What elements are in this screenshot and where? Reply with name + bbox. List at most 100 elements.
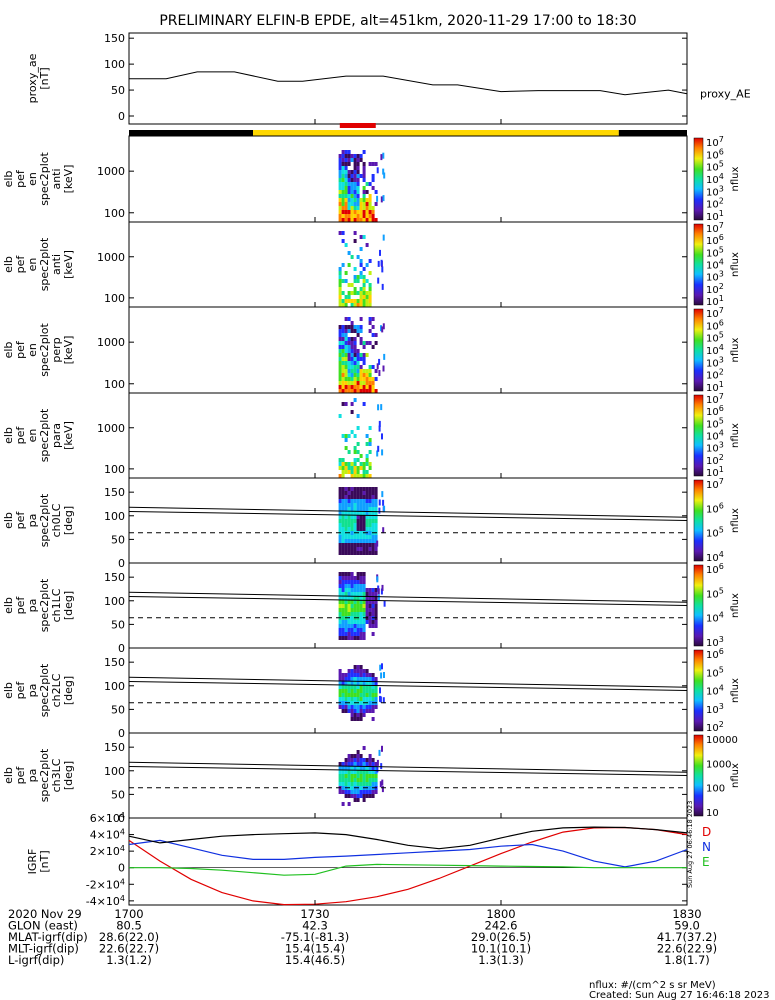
spectrogram-cell [341, 491, 345, 495]
spectrogram-cell [344, 523, 348, 527]
spectrogram-cell [365, 705, 369, 709]
spectrogram-cell [350, 543, 354, 547]
spectrogram-cell [356, 543, 360, 547]
spectrogram-cell [356, 628, 360, 632]
spectrogram-cell [344, 470, 348, 474]
spectrogram-cell [338, 495, 342, 499]
spectrogram-cell [350, 158, 354, 162]
spectrogram-cell [362, 402, 366, 406]
spectrogram-cell [347, 774, 351, 778]
axis-label: [nT] [38, 67, 51, 89]
spectrogram-cell [374, 377, 378, 381]
axis-label: pef [14, 169, 27, 188]
spectrogram-cell [347, 186, 351, 190]
colorbar-tick-label: 106 [706, 147, 724, 161]
spectrogram-cell [356, 206, 360, 210]
spectrogram-cell [383, 353, 386, 360]
spectrogram-cell [341, 786, 345, 790]
colorbar-tick-label: 102 [706, 453, 724, 467]
spectrogram-cell [368, 685, 372, 689]
axis-label: elb [2, 767, 15, 784]
spectrogram-cell [350, 402, 354, 406]
spectrogram-cell [353, 466, 357, 470]
spectrogram-cell [374, 774, 378, 778]
spectrogram-cell [341, 341, 345, 345]
ephemeris-value: 29.0(26.5) [471, 930, 531, 944]
spectrogram-cell [359, 636, 363, 640]
spectrogram-cell [341, 361, 345, 365]
spectrogram-cell [359, 287, 363, 291]
spectrogram-cell [347, 158, 351, 162]
spectrogram-cell [344, 381, 348, 385]
spectrogram-cell [359, 235, 363, 239]
spectrogram-cell [356, 291, 360, 295]
spectrogram-cell [365, 592, 369, 596]
spectrogram-cell [338, 543, 342, 547]
spectrogram-cell [344, 580, 348, 584]
spectrogram-cell [347, 511, 351, 515]
spectrogram-cell [362, 527, 366, 531]
spectrogram-cell [374, 491, 378, 495]
science-zone-marker [339, 123, 376, 128]
spectrogram-cell [353, 239, 357, 243]
spectrogram-cell [347, 580, 351, 584]
spectrogram-cell [368, 462, 372, 466]
spectrogram-cell [359, 357, 363, 361]
spectrogram-cell [338, 515, 342, 519]
spectrogram-cell [368, 766, 372, 770]
spectrogram-cell [371, 539, 375, 543]
spectrogram-cell [362, 474, 366, 478]
spectrogram-cell [359, 778, 363, 782]
spectrogram-cell [347, 612, 351, 616]
y-tick-label: 50 [111, 788, 125, 801]
spectrogram-cell [368, 182, 372, 186]
colorbar [693, 564, 704, 647]
spectrogram-cell [338, 576, 342, 580]
spectrogram-cell [378, 420, 381, 427]
spectrogram-cell [347, 283, 351, 287]
spectrogram-cell [379, 781, 382, 788]
spectrogram-cell [350, 487, 354, 491]
spectrogram-cell [350, 693, 354, 697]
spectrogram-cell [362, 794, 366, 798]
spectrogram-cell [344, 539, 348, 543]
spectrogram-cell [347, 689, 351, 693]
spectrogram-cell [347, 206, 351, 210]
y-tick-label: -4×104 [86, 894, 125, 908]
spectrogram-cell [353, 705, 357, 709]
spectrogram-cell [362, 357, 366, 361]
spectrogram-cell [359, 588, 363, 592]
spectrogram-cell [338, 474, 342, 478]
spectrogram-cell [353, 470, 357, 474]
spectrogram-cell [374, 162, 378, 166]
spectrogram-cell [353, 580, 357, 584]
spectrogram-cell [338, 547, 342, 551]
spectrogram-cell [347, 194, 351, 198]
spectrogram-cell [353, 275, 357, 279]
spectrogram-cell [362, 543, 366, 547]
spectrogram-cell [338, 275, 342, 279]
spectrogram-cell [341, 624, 345, 628]
colorbar [693, 137, 704, 221]
axis-label: spec2plot [38, 323, 51, 377]
spectrogram-cell [365, 198, 369, 202]
spectrogram-cell [344, 632, 348, 636]
spectrogram-cell [338, 377, 342, 381]
spectrogram-cell [341, 600, 345, 604]
spectrogram-cell [344, 150, 348, 154]
spectrogram-cell [356, 214, 360, 218]
spectrogram-cell [344, 519, 348, 523]
spectrogram-cell [368, 754, 372, 758]
spectrogram-cell [356, 580, 360, 584]
spectrogram-cell [344, 337, 348, 341]
loss-cone-line [128, 761, 688, 773]
spectrogram-cell [350, 353, 354, 357]
spectrogram-cell [338, 231, 342, 235]
spectrogram-cell [350, 214, 354, 218]
spectrogram-cell [338, 389, 342, 393]
spectrogram-cell [371, 523, 375, 527]
spectrogram-cell [359, 762, 363, 766]
spectrogram-cell [350, 373, 354, 377]
spectrogram-cell [347, 178, 351, 182]
